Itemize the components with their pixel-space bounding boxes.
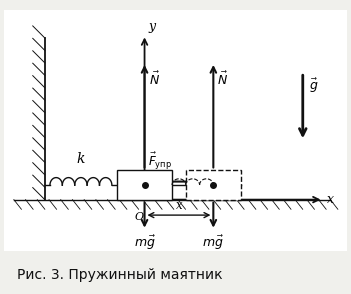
Text: $\vec{g}$: $\vec{g}$ xyxy=(309,77,318,95)
Text: Рис. 3. Пружинный маятник: Рис. 3. Пружинный маятник xyxy=(17,268,223,282)
Text: O: O xyxy=(135,212,144,222)
FancyBboxPatch shape xyxy=(2,9,349,253)
Text: x: x xyxy=(176,199,182,212)
Text: $\vec{N}$: $\vec{N}$ xyxy=(149,71,160,88)
Bar xyxy=(117,171,172,200)
Bar xyxy=(186,171,241,200)
Text: k: k xyxy=(77,152,85,166)
Text: $m\vec{g}$: $m\vec{g}$ xyxy=(203,234,224,252)
Text: x: x xyxy=(327,193,334,206)
Text: y: y xyxy=(149,20,156,33)
Text: $\vec{N}$: $\vec{N}$ xyxy=(218,71,229,88)
Text: $m\vec{g}$: $m\vec{g}$ xyxy=(134,234,155,252)
Text: $\vec{F}_{\mathrm{упр}}$: $\vec{F}_{\mathrm{упр}}$ xyxy=(148,151,172,172)
